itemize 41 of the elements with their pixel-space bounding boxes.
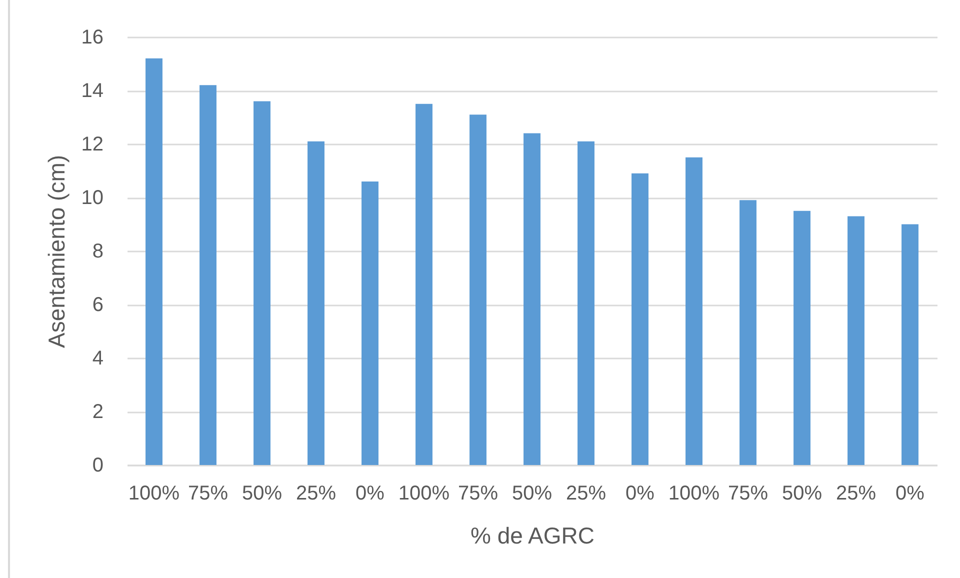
bar [686,157,702,465]
y-tick-label: 16 [81,26,104,48]
x-tick-label: 50% [512,482,552,504]
x-tick-label: 0% [626,482,655,504]
y-tick-label: 0 [92,454,104,476]
bar [146,58,162,465]
x-tick-label: 50% [782,482,822,504]
x-tick-label: 50% [242,482,282,504]
y-tick-label: 14 [81,80,104,102]
bar [254,101,270,465]
bar [578,141,594,465]
bar [740,200,756,465]
x-tick-label: 75% [458,482,498,504]
bar [362,181,378,465]
x-axis-title: % de AGRC [470,522,594,548]
bar [794,210,810,465]
y-tick-label: 6 [92,294,104,316]
x-tick-label: 0% [896,482,925,504]
bar [470,114,486,465]
y-tick-label: 4 [92,348,104,370]
x-tick-label: 100% [668,482,720,504]
bar [848,216,864,465]
x-tick-label: 100% [398,482,450,504]
y-tick-label: 2 [92,401,104,423]
y-tick-label: 8 [92,240,104,262]
x-tick-label: 25% [296,482,336,504]
x-tick-label: 75% [728,482,768,504]
x-tick-label: 25% [566,482,606,504]
y-tick-label: 12 [81,134,104,156]
x-tick-label: 75% [188,482,228,504]
bar [200,85,216,465]
x-tick-label: 25% [836,482,876,504]
x-tick-label: 100% [128,482,180,504]
bar [416,104,432,465]
x-tick-label: 0% [356,482,385,504]
y-axis-title: Asentamiento (cm) [43,154,70,348]
bar [902,224,918,465]
bar [308,141,324,465]
y-tick-label: 10 [81,187,104,209]
bar [524,133,540,465]
bar [632,173,648,465]
